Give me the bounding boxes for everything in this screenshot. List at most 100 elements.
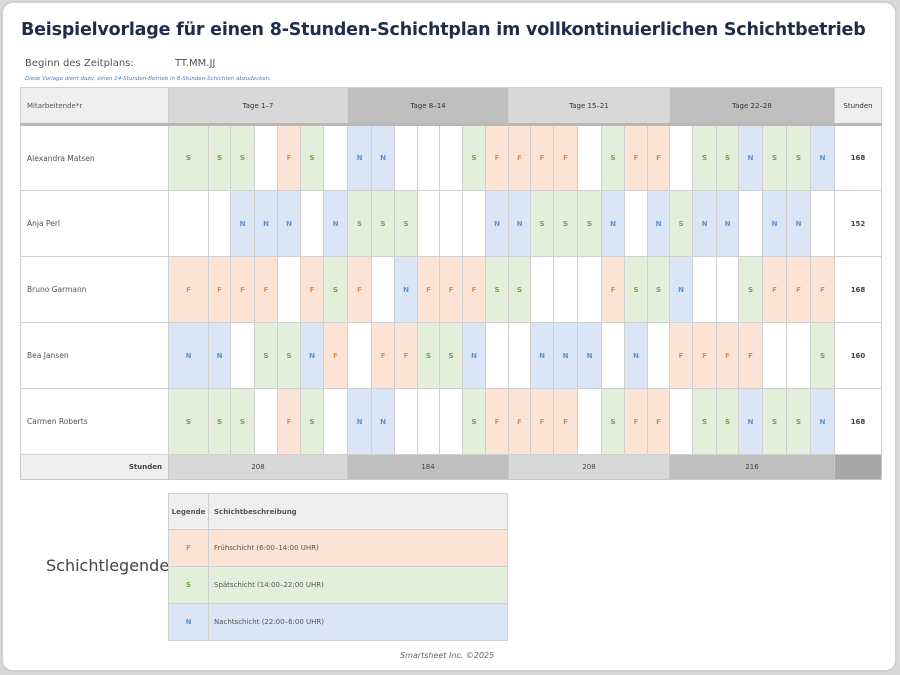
shift-cell-day-5[interactable]: N bbox=[277, 190, 301, 257]
shift-cell-day-15[interactable]: F bbox=[508, 124, 531, 191]
shift-cell-day-25[interactable]: F bbox=[738, 322, 763, 389]
shift-cell-day-13[interactable]: S bbox=[462, 388, 486, 455]
shift-cell-day-15[interactable]: S bbox=[508, 256, 531, 323]
employee-name[interactable]: Bea Jansen bbox=[20, 322, 169, 389]
shift-cell-day-9[interactable]: S bbox=[371, 190, 395, 257]
shift-cell-day-2[interactable]: S bbox=[208, 388, 231, 455]
shift-cell-day-2[interactable]: S bbox=[208, 124, 231, 191]
shift-cell-day-20[interactable]: S bbox=[624, 256, 648, 323]
shift-cell-day-16[interactable] bbox=[530, 256, 554, 323]
shift-cell-day-22[interactable]: F bbox=[669, 322, 693, 389]
shift-cell-day-1[interactable]: S bbox=[168, 124, 209, 191]
shift-cell-day-20[interactable]: N bbox=[624, 322, 648, 389]
shift-cell-day-9[interactable]: N bbox=[371, 388, 395, 455]
shift-cell-day-28[interactable]: S bbox=[810, 322, 835, 389]
shift-cell-day-4[interactable]: N bbox=[254, 190, 278, 257]
shift-cell-day-11[interactable]: S bbox=[417, 322, 440, 389]
shift-cell-day-3[interactable]: N bbox=[230, 190, 255, 257]
shift-cell-day-3[interactable]: F bbox=[230, 256, 255, 323]
shift-cell-day-18[interactable] bbox=[577, 388, 602, 455]
shift-cell-day-27[interactable]: S bbox=[786, 124, 811, 191]
shift-cell-day-19[interactable]: S bbox=[601, 388, 625, 455]
schedule-start-value[interactable]: TT.MM.JJ bbox=[175, 58, 216, 69]
shift-cell-day-7[interactable]: N bbox=[323, 190, 348, 257]
shift-cell-day-25[interactable]: N bbox=[738, 124, 763, 191]
shift-cell-day-23[interactable]: F bbox=[692, 322, 717, 389]
shift-cell-day-13[interactable] bbox=[462, 190, 486, 257]
shift-cell-day-20[interactable] bbox=[624, 190, 648, 257]
shift-cell-day-26[interactable]: F bbox=[762, 256, 787, 323]
shift-cell-day-16[interactable]: F bbox=[530, 124, 554, 191]
shift-cell-day-5[interactable] bbox=[277, 256, 301, 323]
shift-cell-day-5[interactable]: F bbox=[277, 124, 301, 191]
shift-cell-day-17[interactable]: N bbox=[553, 322, 578, 389]
shift-cell-day-25[interactable] bbox=[738, 190, 763, 257]
shift-cell-day-12[interactable]: S bbox=[439, 322, 463, 389]
shift-cell-day-26[interactable]: S bbox=[762, 124, 787, 191]
shift-cell-day-21[interactable]: N bbox=[647, 190, 670, 257]
shift-cell-day-27[interactable] bbox=[786, 322, 811, 389]
shift-cell-day-28[interactable] bbox=[810, 190, 835, 257]
shift-cell-day-26[interactable]: S bbox=[762, 388, 787, 455]
shift-cell-day-8[interactable]: S bbox=[347, 190, 372, 257]
shift-cell-day-4[interactable]: S bbox=[254, 322, 278, 389]
shift-cell-day-20[interactable]: F bbox=[624, 388, 648, 455]
shift-cell-day-24[interactable]: S bbox=[716, 124, 739, 191]
shift-cell-day-1[interactable]: N bbox=[168, 322, 209, 389]
shift-cell-day-14[interactable]: F bbox=[485, 388, 509, 455]
shift-cell-day-7[interactable]: F bbox=[323, 322, 348, 389]
shift-cell-day-24[interactable] bbox=[716, 256, 739, 323]
shift-cell-day-14[interactable]: F bbox=[485, 124, 509, 191]
shift-cell-day-27[interactable]: S bbox=[786, 388, 811, 455]
shift-cell-day-19[interactable]: S bbox=[601, 124, 625, 191]
shift-cell-day-15[interactable]: N bbox=[508, 190, 531, 257]
shift-cell-day-10[interactable]: F bbox=[394, 322, 418, 389]
shift-cell-day-24[interactable]: F bbox=[716, 322, 739, 389]
shift-cell-day-21[interactable]: S bbox=[647, 256, 670, 323]
shift-cell-day-10[interactable] bbox=[394, 124, 418, 191]
shift-cell-day-1[interactable]: S bbox=[168, 388, 209, 455]
shift-cell-day-27[interactable]: F bbox=[786, 256, 811, 323]
shift-cell-day-8[interactable] bbox=[347, 322, 372, 389]
shift-cell-day-11[interactable] bbox=[417, 124, 440, 191]
shift-cell-day-18[interactable] bbox=[577, 124, 602, 191]
shift-cell-day-14[interactable] bbox=[485, 322, 509, 389]
shift-cell-day-4[interactable]: F bbox=[254, 256, 278, 323]
shift-cell-day-6[interactable]: N bbox=[300, 322, 324, 389]
shift-cell-day-12[interactable] bbox=[439, 124, 463, 191]
shift-cell-day-2[interactable]: F bbox=[208, 256, 231, 323]
shift-cell-day-18[interactable]: N bbox=[577, 322, 602, 389]
shift-cell-day-3[interactable]: S bbox=[230, 124, 255, 191]
shift-cell-day-13[interactable]: S bbox=[462, 124, 486, 191]
shift-cell-day-25[interactable]: S bbox=[738, 256, 763, 323]
shift-cell-day-27[interactable]: N bbox=[786, 190, 811, 257]
shift-cell-day-21[interactable]: F bbox=[647, 388, 670, 455]
shift-cell-day-17[interactable]: F bbox=[553, 388, 578, 455]
shift-cell-day-7[interactable] bbox=[323, 388, 348, 455]
shift-cell-day-17[interactable]: S bbox=[553, 190, 578, 257]
shift-cell-day-23[interactable] bbox=[692, 256, 717, 323]
shift-cell-day-18[interactable]: S bbox=[577, 190, 602, 257]
shift-cell-day-4[interactable] bbox=[254, 124, 278, 191]
shift-cell-day-12[interactable] bbox=[439, 388, 463, 455]
shift-cell-day-15[interactable]: F bbox=[508, 388, 531, 455]
shift-cell-day-6[interactable] bbox=[300, 190, 324, 257]
shift-cell-day-13[interactable]: N bbox=[462, 322, 486, 389]
shift-cell-day-5[interactable]: F bbox=[277, 388, 301, 455]
shift-cell-day-12[interactable]: F bbox=[439, 256, 463, 323]
shift-cell-day-24[interactable]: N bbox=[716, 190, 739, 257]
shift-cell-day-28[interactable]: N bbox=[810, 124, 835, 191]
shift-cell-day-19[interactable]: N bbox=[601, 190, 625, 257]
shift-cell-day-6[interactable]: S bbox=[300, 124, 324, 191]
shift-cell-day-6[interactable]: F bbox=[300, 256, 324, 323]
shift-cell-day-12[interactable] bbox=[439, 190, 463, 257]
shift-cell-day-18[interactable] bbox=[577, 256, 602, 323]
shift-cell-day-4[interactable] bbox=[254, 388, 278, 455]
shift-cell-day-21[interactable] bbox=[647, 322, 670, 389]
shift-cell-day-17[interactable]: F bbox=[553, 124, 578, 191]
shift-cell-day-7[interactable]: S bbox=[323, 256, 348, 323]
shift-cell-day-8[interactable]: N bbox=[347, 124, 372, 191]
shift-cell-day-16[interactable]: F bbox=[530, 388, 554, 455]
shift-cell-day-15[interactable] bbox=[508, 322, 531, 389]
shift-cell-day-17[interactable] bbox=[553, 256, 578, 323]
